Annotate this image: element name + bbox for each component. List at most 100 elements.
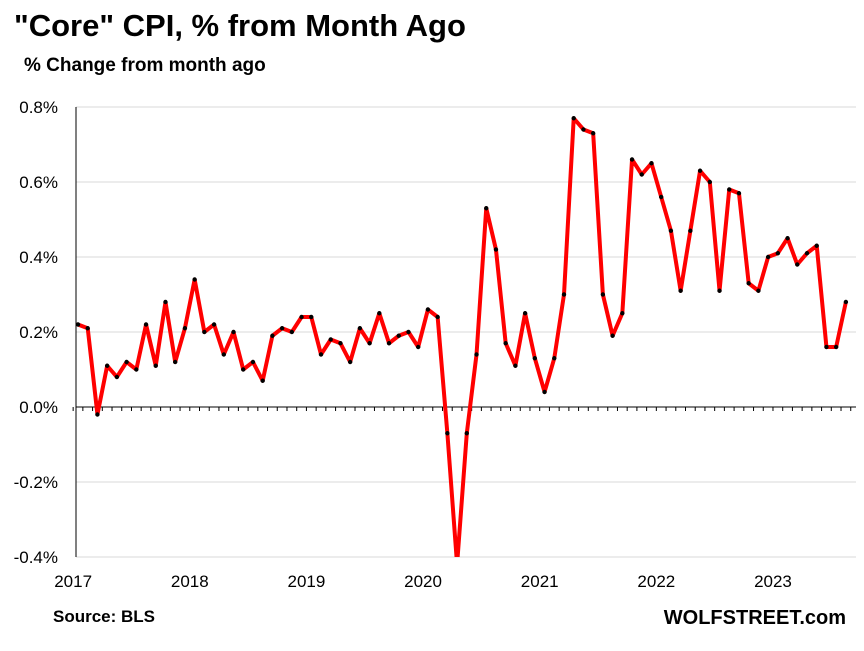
data-point <box>396 333 401 338</box>
y-tick-label: -0.2% <box>14 473 58 492</box>
data-point <box>542 389 547 395</box>
data-point <box>561 292 567 297</box>
data-point <box>727 187 732 192</box>
x-tick-label: 2022 <box>637 572 675 591</box>
data-point <box>668 228 674 233</box>
data-point <box>513 363 518 368</box>
data-point <box>377 311 382 316</box>
data-point <box>182 326 188 331</box>
data-point <box>134 367 139 372</box>
data-point <box>678 288 683 293</box>
data-point <box>503 341 508 346</box>
data-point <box>804 251 810 256</box>
source-note: Source: BLS <box>53 607 156 626</box>
data-point <box>386 341 392 346</box>
data-point <box>746 281 751 286</box>
chart-subtitle: % Change from month ago <box>24 55 266 76</box>
data-point <box>318 352 324 357</box>
data-point <box>347 359 353 365</box>
x-axis-tick-labels: 2017 2018 2019 2020 2021 2022 2023 <box>54 572 792 591</box>
data-point <box>192 277 197 282</box>
data-point <box>464 431 469 436</box>
series-line <box>76 116 848 557</box>
data-point <box>153 363 158 368</box>
data-point <box>571 116 576 121</box>
data-point <box>474 352 479 357</box>
data-point <box>357 326 363 331</box>
data-point <box>775 251 781 256</box>
data-point <box>590 131 596 136</box>
data-point <box>659 194 664 200</box>
data-point <box>328 337 333 342</box>
data-point <box>231 329 236 335</box>
axes <box>72 107 856 557</box>
data-point <box>85 326 90 331</box>
data-point <box>279 326 285 331</box>
data-point <box>600 292 606 297</box>
x-tick-label: 2021 <box>521 572 559 591</box>
data-point <box>143 322 149 327</box>
y-tick-label: 0.0% <box>19 398 58 417</box>
data-point <box>435 314 440 320</box>
data-point <box>833 344 839 350</box>
y-tick-label: 0.2% <box>19 323 58 342</box>
data-point <box>75 322 81 327</box>
data-point <box>241 367 246 372</box>
data-point <box>104 363 110 368</box>
data-point <box>211 322 217 327</box>
data-point <box>445 431 450 436</box>
data-point <box>843 299 849 305</box>
data-point <box>688 228 693 233</box>
data-point <box>639 172 644 177</box>
data-point <box>795 262 800 267</box>
data-point <box>95 412 100 417</box>
brand-logo-text: WOLFSTREET.com <box>663 607 846 629</box>
data-point <box>367 341 372 346</box>
data-point <box>202 329 207 335</box>
data-point <box>270 333 275 338</box>
y-tick-label: 0.8% <box>19 98 58 117</box>
data-point <box>814 243 819 248</box>
y-tick-label: 0.6% <box>19 173 58 192</box>
data-point <box>309 314 314 320</box>
data-point <box>173 359 178 365</box>
x-tick-label: 2023 <box>754 572 792 591</box>
data-point <box>610 333 615 338</box>
data-point <box>260 378 265 383</box>
data-point <box>765 254 771 260</box>
data-point <box>620 311 625 316</box>
data-point <box>581 127 586 132</box>
data-point <box>756 288 761 293</box>
y-axis-tick-labels: -0.4% -0.2% 0.0% 0.2% 0.4% 0.6% 0.8% <box>14 98 58 567</box>
gridlines <box>76 106 856 558</box>
x-tick-label: 2018 <box>171 572 209 591</box>
data-point <box>552 356 557 361</box>
data-point <box>250 359 256 365</box>
data-point <box>736 191 742 196</box>
x-tick-label: 2017 <box>54 572 92 591</box>
data-point <box>338 341 343 346</box>
y-tick-label: -0.4% <box>14 548 58 567</box>
x-tick-label: 2020 <box>404 572 442 591</box>
data-point <box>629 157 635 162</box>
data-point <box>697 168 703 173</box>
data-point <box>114 374 120 380</box>
data-point <box>493 247 499 252</box>
data-point <box>824 344 829 350</box>
x-tick-label: 2019 <box>288 572 326 591</box>
chart-title: "Core" CPI, % from Month Ago <box>14 8 466 43</box>
data-point <box>124 359 129 365</box>
data-point <box>532 356 538 361</box>
data-point <box>416 344 421 350</box>
data-point <box>163 299 168 305</box>
data-point <box>785 236 790 241</box>
data-point <box>221 352 226 357</box>
y-tick-label: 0.4% <box>19 248 58 267</box>
data-point <box>707 179 712 185</box>
data-point <box>289 329 295 335</box>
data-point <box>406 329 411 335</box>
data-point <box>717 288 722 293</box>
data-point <box>484 206 489 211</box>
series <box>75 116 849 557</box>
